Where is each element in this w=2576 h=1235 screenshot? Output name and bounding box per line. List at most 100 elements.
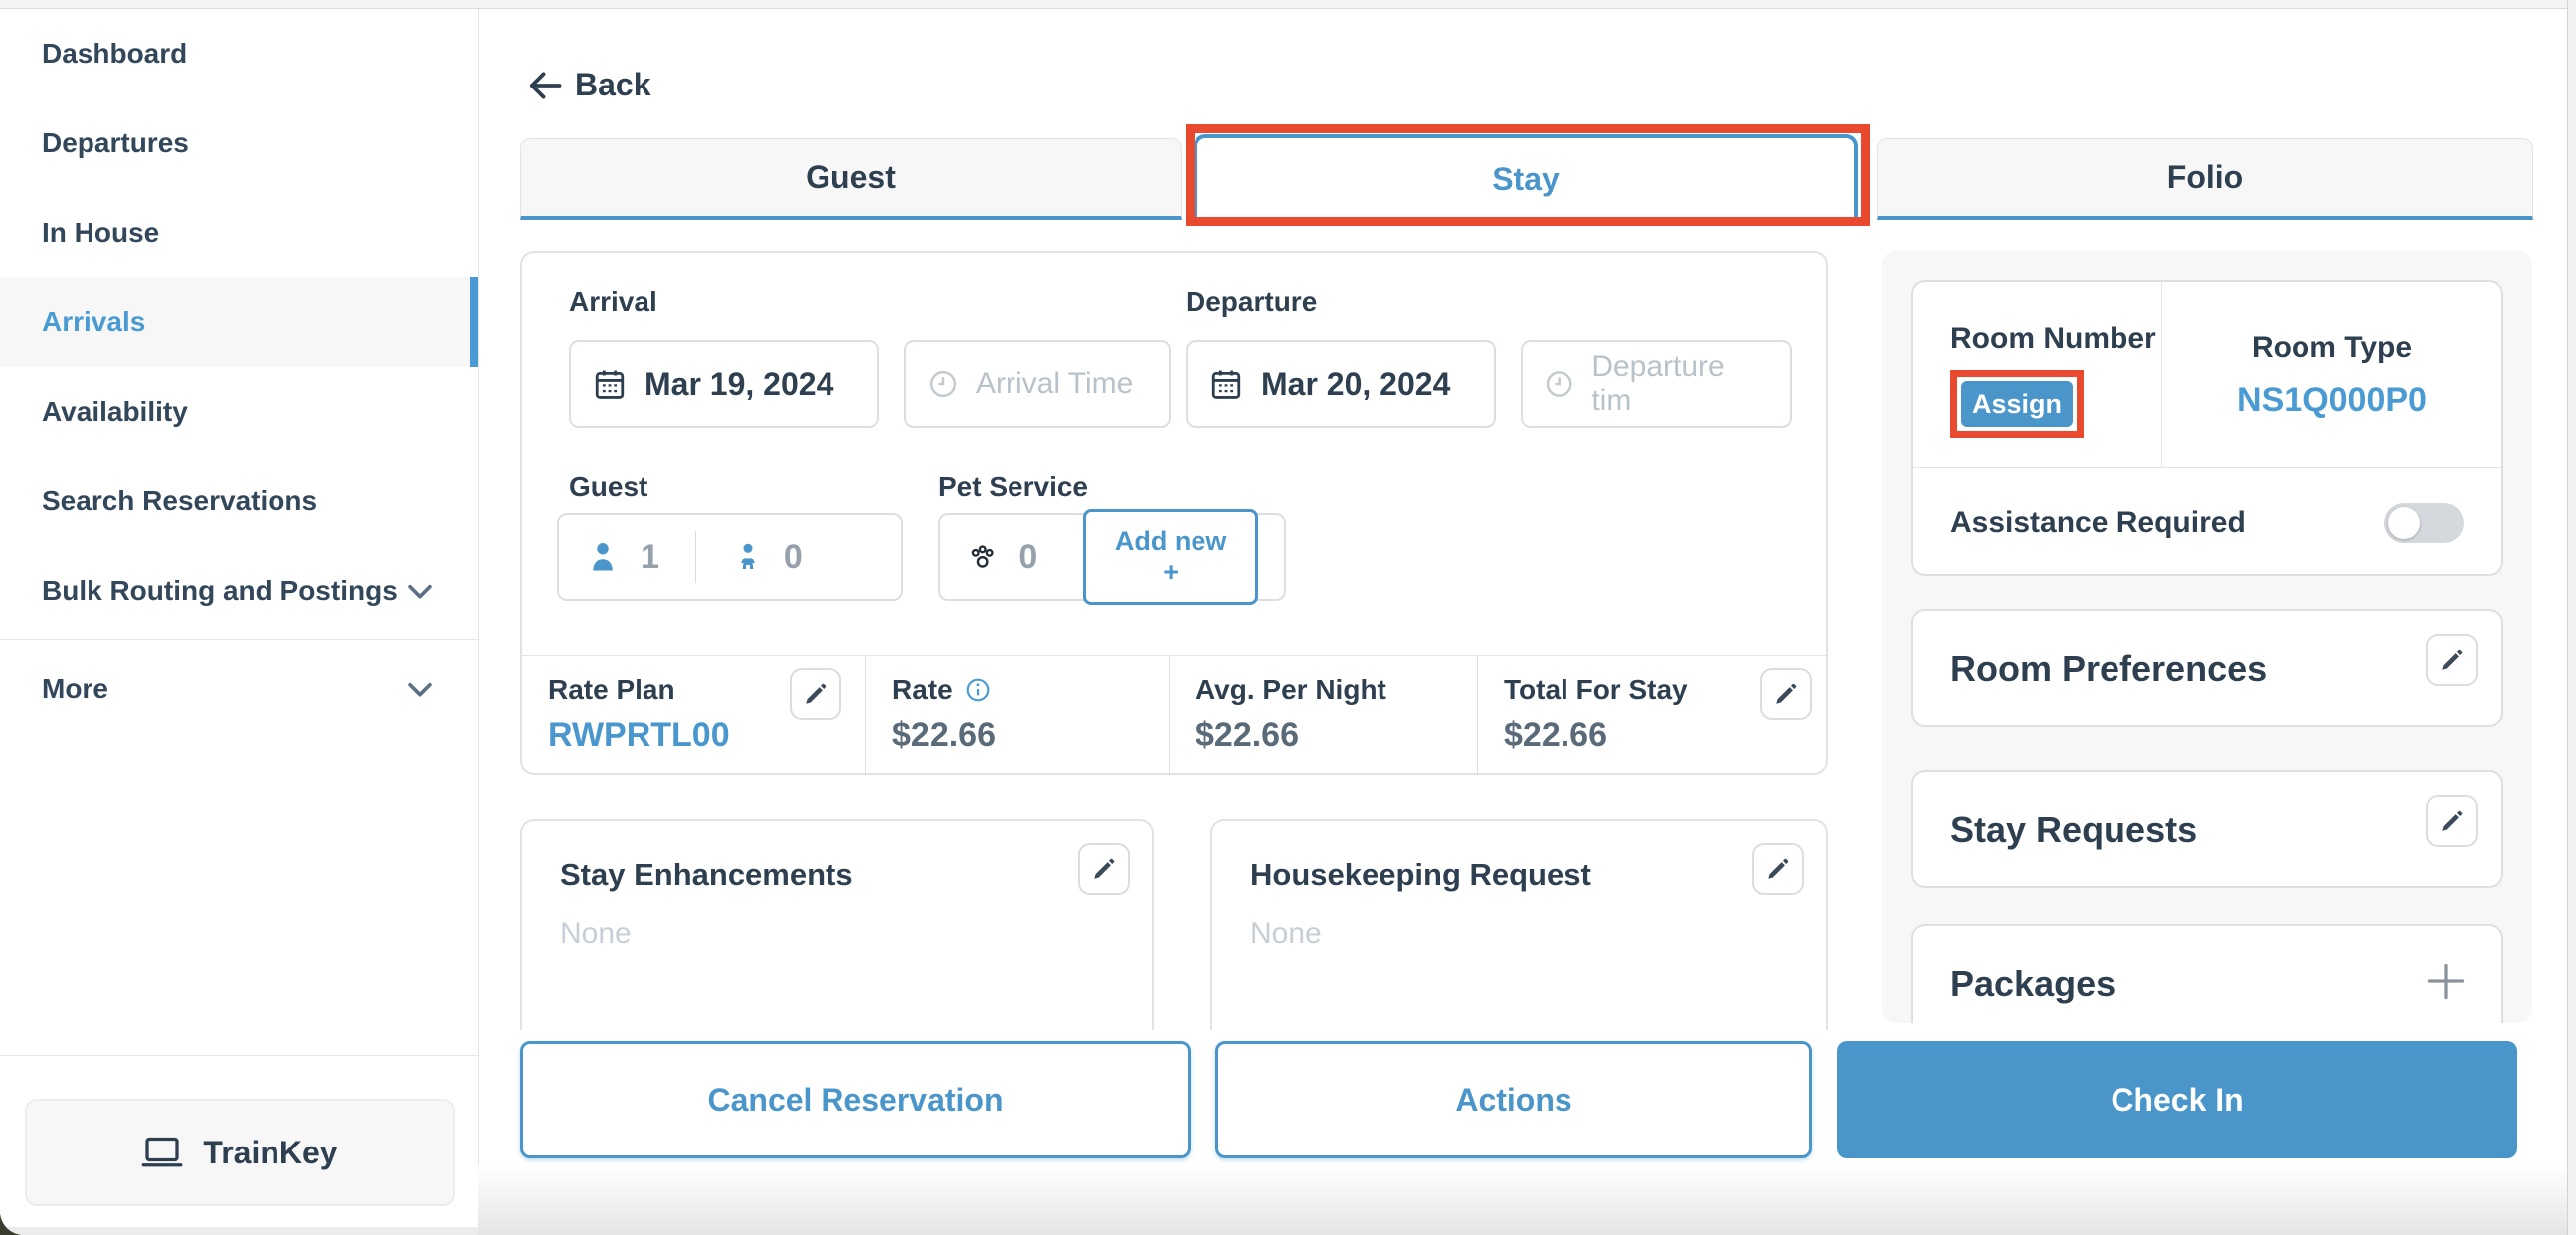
tab-stay[interactable]: Stay (1194, 134, 1858, 220)
edit-total-button[interactable] (1760, 668, 1812, 720)
rate-plan-column: Rate Plan RWPRTL00 (522, 656, 865, 775)
edit-room-preferences-button[interactable] (2426, 634, 2478, 686)
sidebar-item-label: Departures (42, 127, 189, 158)
sidebar: Dashboard Departures In House Arrivals A… (0, 9, 479, 1229)
pencil-icon (1768, 858, 1789, 879)
packages-card: Packages (1911, 924, 2503, 1023)
sidebar-item-label: Search Reservations (42, 485, 318, 516)
packages-title: Packages (1950, 964, 2116, 1004)
room-preferences-title: Room Preferences (1950, 648, 2268, 689)
arrival-time-field[interactable]: Arrival Time (904, 340, 1171, 428)
departure-date-field[interactable]: Mar 20, 2024 (1186, 340, 1496, 428)
departure-time-field[interactable]: Departure tim (1521, 340, 1792, 428)
window-bottom-edge (0, 1227, 478, 1235)
room-type-value[interactable]: NS1Q000P0 (2237, 380, 2427, 419)
sidebar-item-departures[interactable]: Departures (0, 98, 478, 188)
stay-enhancements-title: Stay Enhancements (560, 857, 853, 892)
children-count: 0 (783, 537, 803, 576)
footer-background (478, 1165, 2568, 1235)
assistance-required-label: Assistance Required (1950, 506, 2246, 539)
edit-housekeeping-button[interactable] (1752, 843, 1804, 895)
pencil-icon (1776, 683, 1797, 704)
tab-guest[interactable]: Guest (520, 138, 1182, 220)
add-package-icon[interactable] (2424, 960, 2468, 1003)
stay-requests-title: Stay Requests (1950, 809, 2198, 850)
actions-label: Actions (1455, 1081, 1572, 1118)
sidebar-item-in-house[interactable]: In House (0, 188, 478, 277)
rate-column: Rate $22.66 (865, 656, 1169, 775)
back-arrow-icon (530, 71, 562, 99)
cancel-reservation-label: Cancel Reservation (707, 1081, 1004, 1118)
tab-stay-label: Stay (1492, 160, 1560, 197)
check-in-button[interactable]: Check In (1837, 1041, 2517, 1158)
edit-stay-enhancements-button[interactable] (1078, 843, 1130, 895)
assistance-required-row: Assistance Required (1913, 467, 2501, 578)
check-in-label: Check In (2111, 1081, 2244, 1118)
tab-folio[interactable]: Folio (1877, 138, 2533, 220)
guest-label: Guest (569, 471, 648, 502)
pencil-icon (2442, 649, 2463, 670)
pet-service-label: Pet Service (938, 471, 1088, 502)
clock-icon (1546, 371, 1572, 397)
stay-details-card: Arrival Mar 19, 2024 Arrival Time Depart… (520, 251, 1828, 775)
avg-per-night-label: Avg. Per Night (1196, 674, 1386, 705)
actions-button[interactable]: Actions (1215, 1041, 1812, 1158)
sidebar-item-dashboard[interactable]: Dashboard (0, 9, 478, 98)
sidebar-item-search-reservations[interactable]: Search Reservations (0, 456, 478, 546)
sidebar-item-availability[interactable]: Availability (0, 367, 478, 456)
assign-room-button[interactable]: Assign (1961, 381, 2073, 427)
room-number-section: Room Number Assign (1913, 282, 2162, 467)
sidebar-item-label: In House (42, 217, 160, 248)
rate-plan-value[interactable]: RWPRTL00 (548, 716, 730, 754)
annotation-box-assign: Assign (1950, 370, 2084, 438)
add-new-pet-button[interactable]: Add new + (1083, 509, 1258, 605)
pencil-icon (806, 683, 827, 704)
sidebar-item-label: Arrivals (42, 306, 146, 337)
arrival-date-field[interactable]: Mar 19, 2024 (569, 340, 879, 428)
main-content: Back Guest Stay Folio Arrival Mar 19, 20… (478, 9, 2568, 1235)
departure-label: Departure (1186, 286, 1318, 317)
assistance-required-toggle[interactable] (2384, 503, 2464, 543)
total-for-stay-column: Total For Stay $22.66 (1477, 656, 1826, 775)
room-type-section: Room Type NS1Q000P0 (2162, 282, 2501, 467)
room-number-label: Room Number (1950, 322, 2156, 355)
scrollbar-track[interactable] (2567, 0, 2576, 1235)
back-button[interactable]: Back (527, 67, 651, 103)
arrival-date-value: Mar 19, 2024 (644, 365, 834, 402)
calendar-icon (1211, 370, 1241, 399)
rate-label: Rate (892, 674, 953, 705)
sidebar-item-arrivals[interactable]: Arrivals (0, 277, 478, 367)
adult-icon (593, 543, 613, 571)
room-assignment-card: Room Number Assign Room Type NS1Q000P0 A… (1911, 280, 2503, 576)
calendar-icon (595, 370, 625, 399)
back-label: Back (575, 67, 651, 102)
rate-plan-label: Rate Plan (548, 674, 675, 705)
child-icon (740, 543, 755, 569)
cancel-reservation-button[interactable]: Cancel Reservation (520, 1041, 1191, 1158)
sidebar-item-label: Bulk Routing and Postings (42, 575, 398, 606)
housekeeping-request-title: Housekeeping Request (1250, 857, 1591, 892)
room-type-label: Room Type (2251, 330, 2413, 364)
edit-stay-requests-button[interactable] (2426, 795, 2478, 847)
guest-count-box[interactable]: 1 0 (557, 513, 903, 601)
housekeeping-request-card: Housekeeping Request None (1210, 819, 1828, 1030)
departure-date-value: Mar 20, 2024 (1261, 365, 1451, 402)
edit-rate-plan-button[interactable] (790, 668, 841, 720)
stay-enhancements-card: Stay Enhancements None (520, 819, 1154, 1030)
sidebar-divider (0, 639, 478, 640)
pencil-icon (1094, 858, 1115, 879)
avg-per-night-column: Avg. Per Night $22.66 (1169, 656, 1477, 775)
trainkey-label: TrainKey (203, 1134, 338, 1170)
pet-service-box[interactable]: 0 Add new + (938, 509, 1286, 605)
room-preferences-card: Room Preferences (1911, 609, 2503, 727)
info-icon[interactable] (965, 677, 991, 703)
stay-requests-card: Stay Requests (1911, 770, 2503, 888)
total-for-stay-value: $22.66 (1504, 716, 1607, 754)
trainkey-button[interactable]: TrainKey (25, 1099, 455, 1206)
clock-icon (929, 370, 957, 398)
stay-enhancements-value: None (560, 917, 632, 950)
window-top-edge (0, 0, 2576, 9)
sidebar-item-bulk-routing[interactable]: Bulk Routing and Postings (0, 546, 478, 635)
sidebar-item-more[interactable]: More (0, 644, 478, 734)
